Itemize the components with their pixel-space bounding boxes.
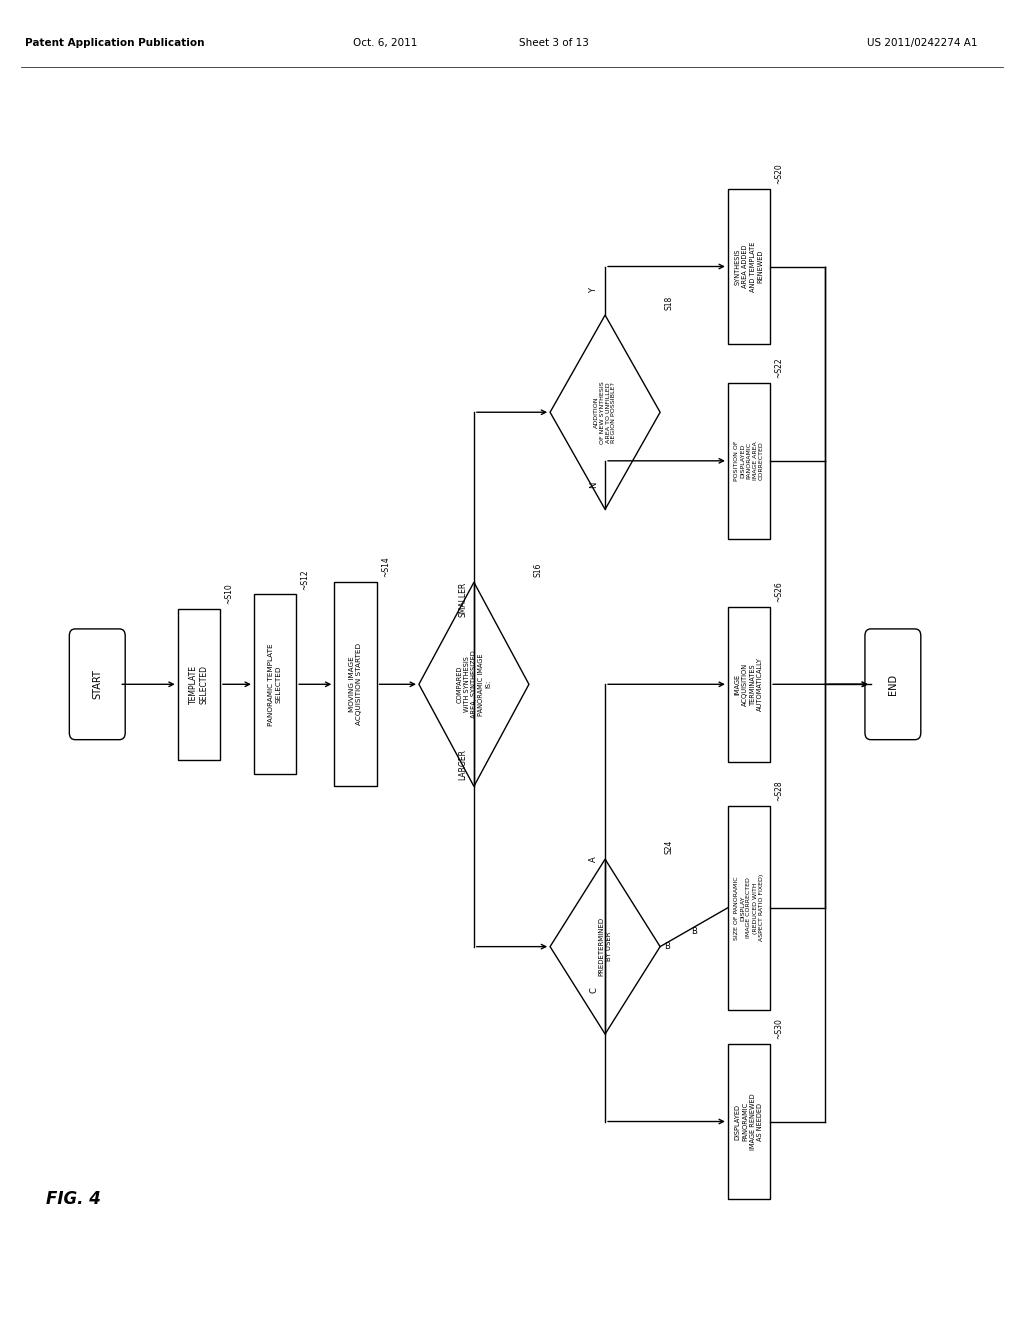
Text: COMPARED
WITH SYNTHESIS
AREA, SYNTHESIZED
PANORAMIC IMAGE
IS:: COMPARED WITH SYNTHESIS AREA, SYNTHESIZE… [457, 651, 490, 718]
Text: START: START [92, 669, 102, 700]
Polygon shape [419, 582, 529, 787]
FancyBboxPatch shape [70, 628, 125, 739]
Text: ~S22: ~S22 [774, 358, 783, 379]
Text: Y: Y [590, 288, 598, 293]
Text: ~S10: ~S10 [224, 583, 233, 605]
Bar [728, 1044, 770, 1200]
Text: S24: S24 [665, 840, 674, 854]
FancyBboxPatch shape [865, 628, 921, 739]
Text: S18: S18 [665, 296, 674, 310]
Text: C: C [590, 987, 598, 993]
Text: S16: S16 [534, 564, 542, 577]
Text: SYNTHESIS
AREA ADDED
AND TEMPLATE
RENEWED: SYNTHESIS AREA ADDED AND TEMPLATE RENEWE… [735, 242, 763, 292]
Bar [728, 189, 770, 345]
Text: MOVING IMAGE
ACQUISITION STARTED: MOVING IMAGE ACQUISITION STARTED [348, 643, 362, 726]
Text: Oct. 6, 2011: Oct. 6, 2011 [353, 38, 417, 48]
Bar [728, 383, 770, 539]
Bar [728, 607, 770, 762]
Text: SIZE OF PANORAMIC
DISPLAY
IMAGE CORRECTED
(REDUCED WITH
ASPECT RATIO FIXED): SIZE OF PANORAMIC DISPLAY IMAGE CORRECTE… [734, 874, 764, 941]
Text: SMALLER: SMALLER [458, 582, 467, 616]
Text: PANORAMIC TEMPLATE
SELECTED: PANORAMIC TEMPLATE SELECTED [268, 643, 282, 726]
Text: US 2011/0242274 A1: US 2011/0242274 A1 [867, 38, 978, 48]
Text: ~S12: ~S12 [300, 569, 309, 590]
Text: B: B [691, 927, 697, 936]
Text: ~S30: ~S30 [774, 1018, 783, 1039]
Text: Patent Application Publication: Patent Application Publication [26, 38, 205, 48]
Text: END: END [888, 673, 898, 694]
Polygon shape [550, 859, 660, 1034]
Text: Sheet 3 of 13: Sheet 3 of 13 [519, 38, 589, 48]
Bar [728, 805, 770, 1010]
Text: ADDITION
OF NEW SYNTHESIS
AREA TO UNFILLED
REGION POSSIBLE?: ADDITION OF NEW SYNTHESIS AREA TO UNFILL… [594, 381, 616, 444]
Text: POSITION OF
DISPLAYED
PANORAMIC
IMAGE AREA
CORRECTED: POSITION OF DISPLAYED PANORAMIC IMAGE AR… [734, 441, 764, 480]
Text: IMAGE
ACQUISITION
TERMINATES
AUTOMATICALLY: IMAGE ACQUISITION TERMINATES AUTOMATICAL… [735, 657, 763, 711]
Text: LARGER: LARGER [458, 748, 467, 780]
Text: ~S14: ~S14 [381, 557, 390, 577]
Text: DISPLAYED
PANORAMIC
IMAGE RENEWED
AS NEEDED: DISPLAYED PANORAMIC IMAGE RENEWED AS NEE… [735, 1093, 763, 1150]
Polygon shape [550, 315, 660, 510]
Text: FIG. 4: FIG. 4 [46, 1191, 101, 1208]
Text: ~S28: ~S28 [774, 780, 783, 801]
Bar [334, 582, 377, 787]
Bar [254, 594, 296, 774]
Text: PREDETERMINED
BY USER: PREDETERMINED BY USER [599, 917, 611, 977]
Bar [178, 609, 220, 759]
Text: A: A [590, 857, 598, 862]
Text: TEMPLATE
SELECTED: TEMPLATE SELECTED [188, 665, 209, 704]
Text: N: N [590, 482, 598, 488]
Text: B: B [665, 942, 671, 952]
Text: ~S26: ~S26 [774, 581, 783, 602]
Text: ~S20: ~S20 [774, 164, 783, 183]
